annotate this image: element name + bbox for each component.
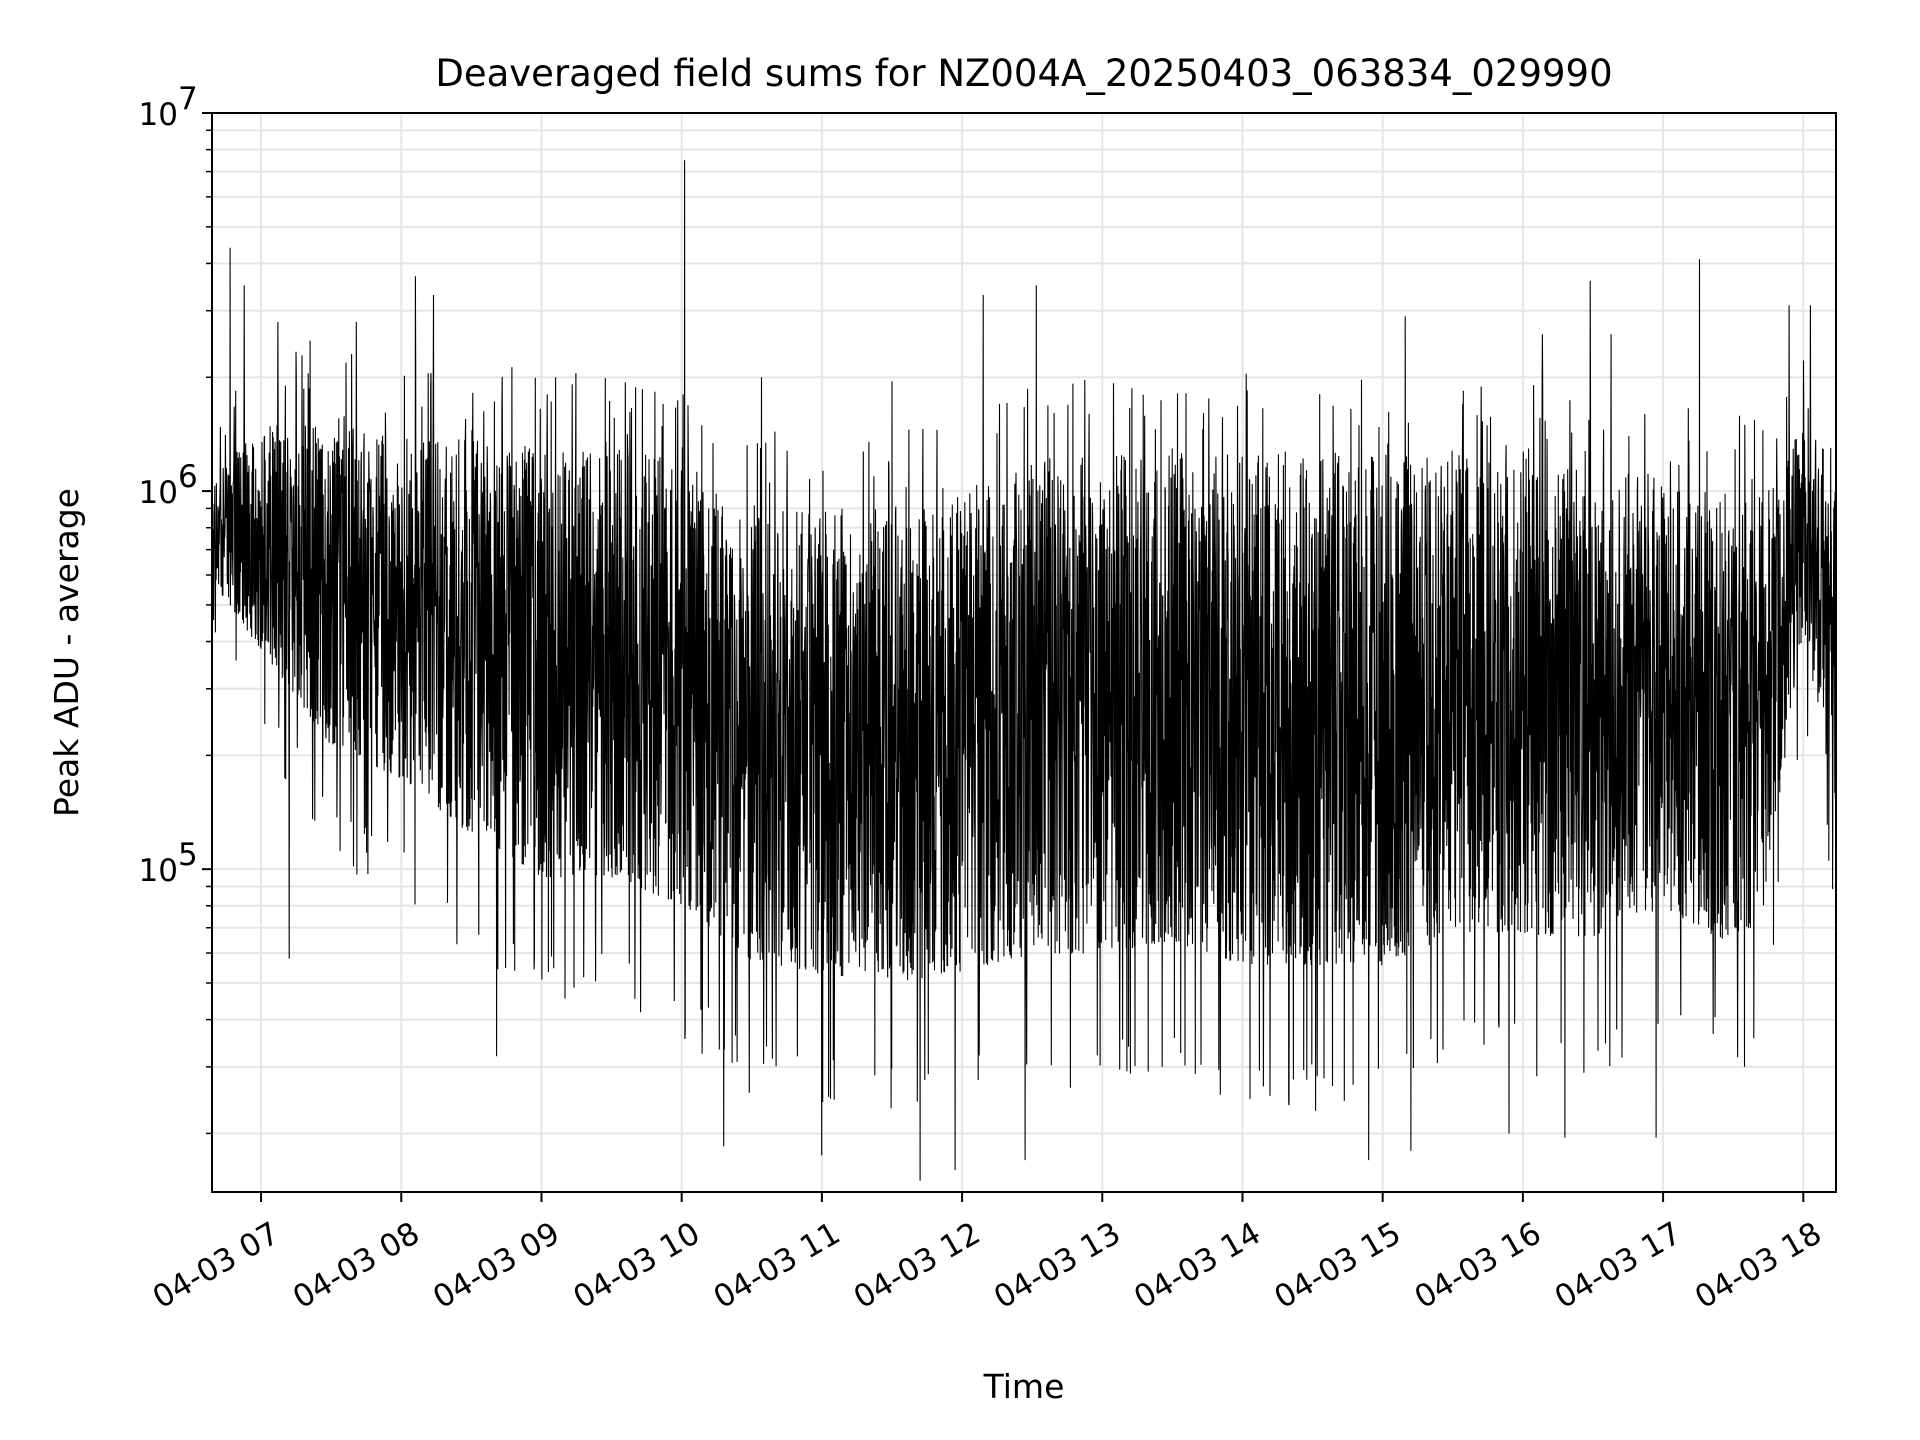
chart-title: Deaveraged field sums for NZ004A_2025040… — [435, 52, 1612, 95]
x-axis-label: Time — [983, 1367, 1065, 1406]
y-tick-label: 10 — [139, 475, 178, 511]
series-line — [212, 160, 1836, 1181]
y-axis-label: Peak ADU - average — [47, 488, 86, 817]
y-tick-base: 10 — [139, 853, 178, 889]
y-tick-base: 10 — [139, 475, 178, 511]
plot-frame — [211, 112, 1837, 1193]
y-tick-base: 10 — [139, 97, 178, 133]
y-tick-label: 10 — [139, 97, 178, 133]
data-layer — [212, 160, 1836, 1181]
y-tick-exponent: 7 — [178, 81, 198, 117]
y-tick-exponent: 6 — [178, 459, 198, 495]
y-tick-label: 10 — [139, 853, 178, 889]
y-tick-exponent: 5 — [178, 837, 198, 873]
